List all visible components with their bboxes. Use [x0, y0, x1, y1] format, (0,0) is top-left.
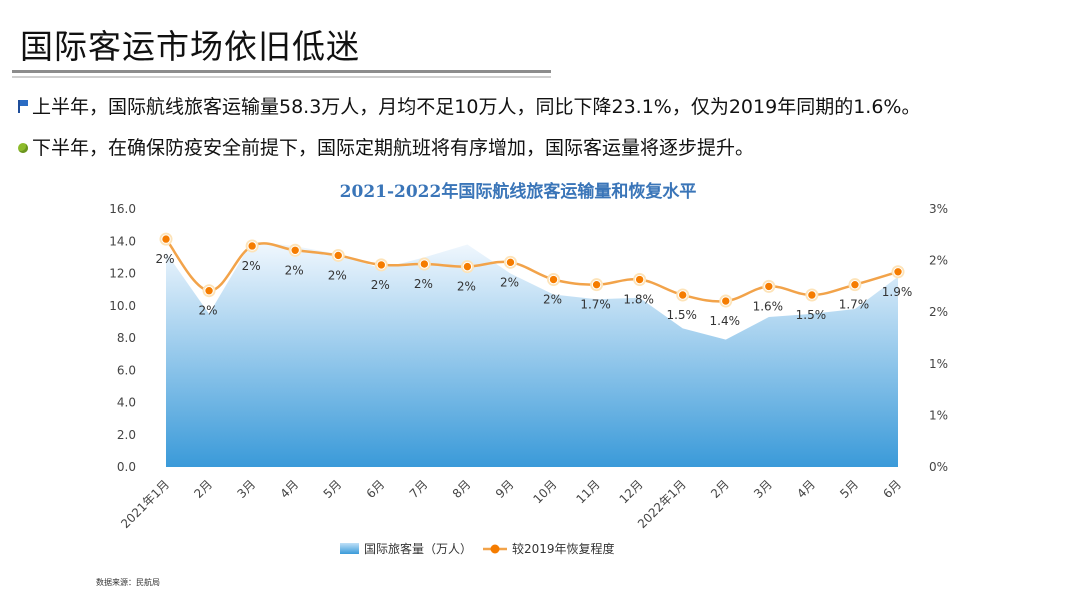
x-tick-label: 8月 — [450, 477, 474, 501]
recovery-value-label: 2% — [328, 268, 347, 282]
recovery-marker — [376, 260, 386, 270]
x-tick-label: 5月 — [837, 477, 861, 501]
recovery-value-label: 2% — [242, 259, 261, 273]
legend-line-marker — [490, 544, 500, 554]
recovery-value-label: 2% — [285, 263, 304, 277]
chart-title: 2021-2022年国际航线旅客运输量和恢复水平 — [340, 181, 697, 202]
recovery-value-label: 1.5% — [796, 308, 827, 322]
y-left-tick-label: 10.0 — [109, 299, 136, 313]
recovery-marker — [634, 274, 645, 285]
y-axis-left: 0.0 2.0 4.0 6.0 8.0 10.0 12.0 14.0 16.0 — [109, 202, 136, 474]
y-left-tick-label: 14.0 — [109, 234, 136, 248]
y-right-tick-label: 3% — [929, 202, 948, 216]
x-tick-label: 4月 — [794, 477, 818, 501]
recovery-value-label: 1.9% — [882, 285, 913, 299]
page-title: 国际客运市场依旧低迷 — [20, 27, 360, 66]
recovery-marker — [419, 259, 430, 269]
bullet-text: 下半年，在确保防疫安全前提下，国际定期航班将有序增加，国际客运量将逐步提升。 — [32, 137, 755, 159]
recovery-value-label: 2% — [199, 304, 218, 318]
legend-area-label: 国际旅客量（万人） — [364, 541, 472, 556]
recovery-value-label: 2% — [500, 275, 519, 289]
x-tick-label: 7月 — [407, 477, 431, 501]
x-tick-label: 2月 — [191, 477, 215, 501]
recovery-marker — [807, 290, 817, 300]
recovery-marker — [591, 279, 602, 290]
passenger-recovery-chart: 2021-2022年国际航线旅客运输量和恢复水平 0.0 2.0 4.0 6.0 8.0… — [109, 181, 948, 556]
recovery-labels: 2% 2% 2% 2% 2% 2% 2% 2% 2% 2% 1.7% 1.8% 1.5% 1.4% 1.6%… — [155, 252, 912, 328]
recovery-marker — [247, 241, 257, 251]
bullet-second-half: 下半年，在确保防疫安全前提下，国际定期航班将有序增加，国际客运量将逐步提升。 — [16, 133, 754, 160]
x-tick-label: 6月 — [880, 477, 904, 501]
x-tick-label: 12月 — [617, 477, 646, 506]
recovery-value-label: 2% — [371, 278, 390, 292]
x-tick-label: 9月 — [493, 477, 517, 501]
x-tick-label: 3月 — [751, 477, 775, 501]
recovery-marker — [893, 267, 903, 277]
recovery-value-label: 2% — [414, 277, 433, 291]
recovery-value-label: 2% — [155, 252, 174, 266]
y-left-tick-label: 12.0 — [109, 267, 136, 281]
title-divider — [12, 70, 551, 73]
bullet-first-half: 上半年，国际航线旅客运输量58.3万人，月均不足10万人，同比下降23.1%，仅… — [16, 92, 920, 119]
recovery-marker — [204, 286, 214, 296]
x-tick-label: 11月 — [574, 477, 603, 506]
y-axis-right: 0% 1% 1% 2% 2% 3% — [929, 202, 948, 474]
recovery-marker — [462, 261, 473, 272]
y-right-tick-label: 2% — [929, 254, 948, 268]
recovery-value-label: 1.6% — [753, 299, 784, 313]
x-tick-label: 2021年1月 — [118, 477, 172, 531]
recovery-value-label: 2% — [457, 280, 476, 294]
recovery-marker — [161, 234, 171, 244]
recovery-value-label: 2% — [543, 293, 562, 307]
legend: 国际旅客量（万人） 较2019年恢复程度 — [340, 541, 615, 556]
recovery-marker — [764, 281, 774, 292]
recovery-marker — [678, 290, 688, 300]
recovery-marker — [333, 250, 343, 261]
x-tick-label: 6月 — [364, 477, 388, 501]
y-right-tick-label: 1% — [929, 408, 948, 422]
legend-line-label: 较2019年恢复程度 — [512, 541, 615, 556]
recovery-value-label: 1.4% — [710, 314, 741, 328]
y-left-tick-label: 6.0 — [117, 363, 136, 377]
y-left-tick-label: 8.0 — [117, 331, 136, 345]
y-left-tick-label: 16.0 — [109, 202, 136, 216]
flag-icon — [16, 99, 30, 113]
passenger-area — [166, 241, 898, 467]
recovery-marker — [548, 274, 559, 285]
x-tick-label: 10月 — [530, 477, 559, 506]
y-left-tick-label: 0.0 — [117, 460, 136, 474]
recovery-marker — [721, 296, 731, 306]
x-tick-label: 4月 — [278, 477, 302, 501]
title-divider-light — [12, 76, 551, 78]
recovery-marker — [505, 257, 516, 268]
data-source: 数据来源：民航局 — [96, 578, 160, 587]
y-right-tick-label: 1% — [929, 357, 948, 371]
recovery-markers — [159, 232, 905, 308]
x-tick-label: 3月 — [234, 477, 258, 501]
dot-icon — [16, 140, 30, 154]
y-right-tick-label: 2% — [929, 305, 948, 319]
recovery-value-label: 1.7% — [839, 298, 870, 312]
legend-area-swatch — [340, 543, 359, 554]
x-tick-label: 2月 — [708, 477, 732, 501]
y-left-tick-label: 4.0 — [117, 396, 136, 410]
x-tick-label: 5月 — [321, 477, 345, 501]
recovery-marker — [290, 245, 300, 255]
y-left-tick-label: 2.0 — [117, 428, 136, 442]
recovery-value-label: 1.5% — [666, 308, 697, 322]
bullet-text: 上半年，国际航线旅客运输量58.3万人，月均不足10万人，同比下降23.1%，仅… — [32, 96, 921, 118]
recovery-value-label: 1.8% — [623, 293, 654, 307]
recovery-marker — [850, 279, 860, 290]
y-right-tick-label: 0% — [929, 460, 948, 474]
recovery-value-label: 1.7% — [580, 298, 611, 312]
